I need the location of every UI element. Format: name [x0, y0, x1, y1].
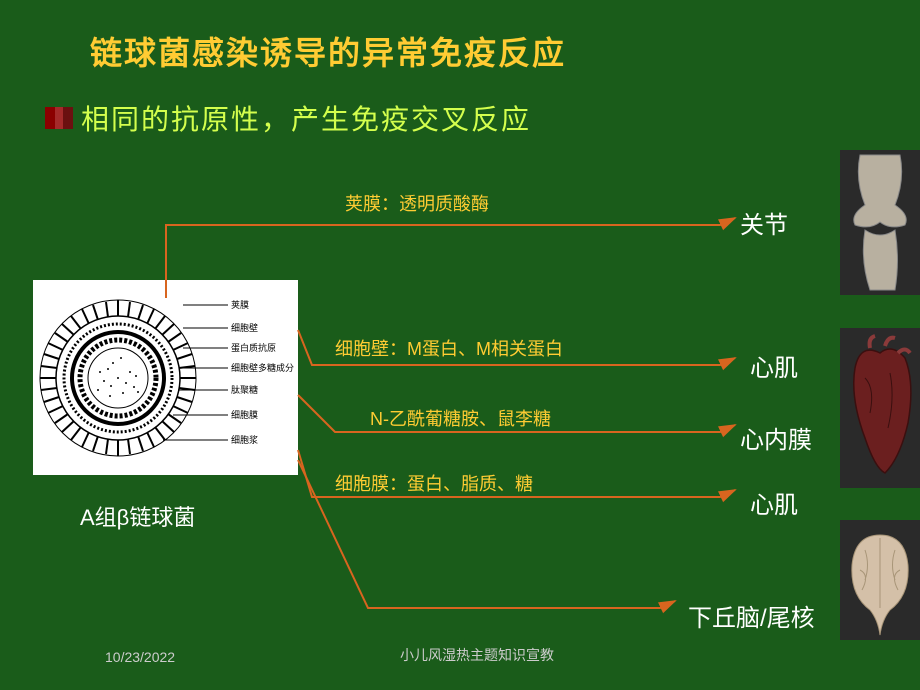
arrow-label-3: 细胞膜：蛋白、脂质、糖 [335, 470, 533, 496]
target-label-1: 心肌 [750, 348, 798, 383]
arrow-label-0: 荚膜：透明质酸酶 [345, 190, 489, 216]
joint-image [840, 150, 920, 295]
cell-label-1: 细胞壁 [231, 322, 258, 333]
arrow-label-2: N-乙酰葡糖胺、鼠李糖 [370, 405, 551, 431]
subtitle-text: 相同的抗原性，产生免疫交叉反应 [81, 98, 531, 138]
arrow-label-1: 细胞壁：M蛋白、M相关蛋白 [335, 335, 563, 361]
target-label-4: 下丘脑/尾核 [688, 598, 815, 633]
brain-image [840, 520, 920, 640]
target-label-3: 心肌 [750, 485, 798, 520]
page-title: 链球菌感染诱导的异常免疫反应 [90, 28, 566, 74]
cell-caption: A组β链球菌 [80, 500, 195, 532]
subtitle-row: 相同的抗原性，产生免疫交叉反应 [45, 98, 531, 138]
cell-label-3: 细胞壁多糖成分 [231, 362, 294, 373]
heart-image [840, 328, 920, 488]
cell-label-6: 细胞浆 [231, 434, 258, 445]
streptococcus-cell-diagram: 荚膜 细胞壁 蛋白质抗原 细胞壁多糖成分 肽聚糖 细胞膜 细胞浆 [33, 280, 298, 475]
cell-label-4: 肽聚糖 [231, 384, 258, 395]
cell-label-5: 细胞膜 [231, 409, 258, 420]
target-label-2: 心内膜 [740, 420, 812, 455]
footer-title: 小儿风湿热主题知识宣教 [400, 645, 554, 665]
bullet-icon [45, 107, 73, 129]
cell-label-2: 蛋白质抗原 [231, 342, 276, 353]
target-label-0: 关节 [740, 205, 788, 240]
footer-date: 10/23/2022 [105, 649, 175, 665]
side-image-strip [840, 150, 920, 640]
cell-label-0: 荚膜 [231, 299, 249, 310]
